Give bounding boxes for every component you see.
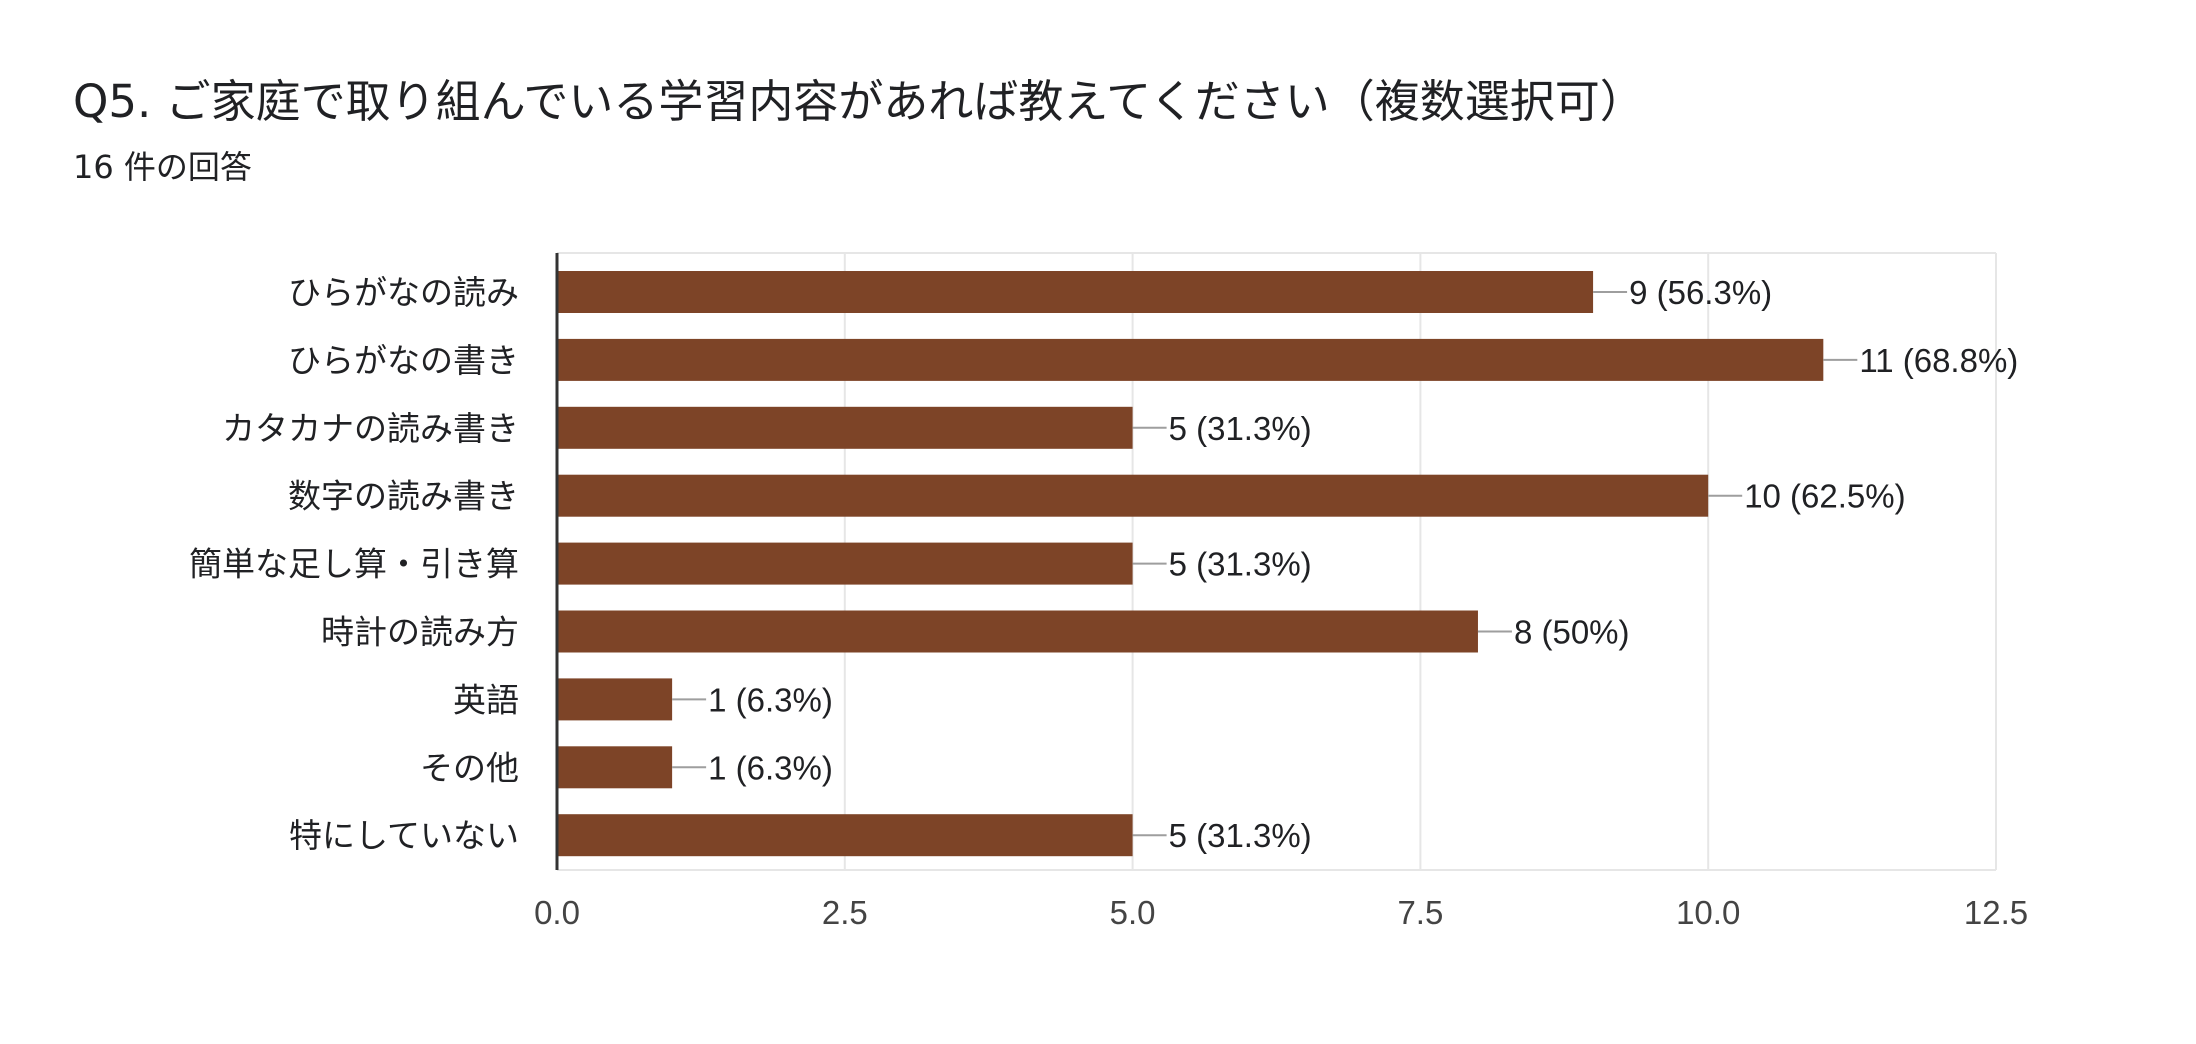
response-count: 16 件の回答 <box>73 148 252 186</box>
category-label-6: 英語 <box>453 680 519 719</box>
value-label-8: 5 (31.3%) <box>1169 817 1312 854</box>
bar-8 <box>557 814 1133 857</box>
question-title: Q5. ご家庭で取り組んでいる学習内容があれば教えてください（複数選択可） <box>73 75 1645 128</box>
category-label-0: ひらがなの読み <box>288 273 519 312</box>
bar-4 <box>557 542 1133 585</box>
bar-7 <box>557 746 673 789</box>
value-label-6: 1 (6.3%) <box>708 681 833 718</box>
bar-6 <box>557 678 673 721</box>
value-label-3: 10 (62.5%) <box>1744 478 1905 515</box>
category-label-7: その他 <box>420 748 519 787</box>
label-layer: 9 (56.3%) ひらがなの読み 11 (68.8%) ひらがなの書き 5 (31.3… <box>189 273 2018 855</box>
x-tick-label-0: 0.0 <box>534 894 580 931</box>
bar-1 <box>557 338 1824 381</box>
value-label-0: 9 (56.3%) <box>1629 274 1772 311</box>
bar-layer <box>557 271 1824 857</box>
bar-3 <box>557 474 1709 517</box>
value-label-5: 8 (50%) <box>1514 614 1630 651</box>
category-label-2: カタカナの読み書き <box>222 409 519 448</box>
value-label-7: 1 (6.3%) <box>708 749 833 786</box>
x-tick-label-1: 2.5 <box>822 894 868 931</box>
x-tick-label-2: 5.0 <box>1110 894 1156 931</box>
value-label-4: 5 (31.3%) <box>1169 546 1312 583</box>
category-label-4: 簡単な足し算・引き算 <box>189 545 519 584</box>
category-label-1: ひらがなの書き <box>288 341 519 380</box>
bar-5 <box>557 610 1478 653</box>
x-tick-label-4: 10.0 <box>1676 894 1740 931</box>
bar-2 <box>557 406 1133 449</box>
x-tick-label-5: 12.5 <box>1964 894 2028 931</box>
value-label-1: 11 (68.8%) <box>1859 342 2018 379</box>
category-label-8: 特にしていない <box>289 816 519 855</box>
category-label-5: 時計の読み方 <box>321 613 519 652</box>
axis-layer: 0.0 2.5 5.0 7.5 10.0 12.5 <box>534 253 2028 931</box>
value-label-2: 5 (31.3%) <box>1169 410 1312 447</box>
category-label-3: 数字の読み書き <box>288 477 519 516</box>
x-tick-label-3: 7.5 <box>1397 894 1443 931</box>
bar-0 <box>557 271 1594 313</box>
